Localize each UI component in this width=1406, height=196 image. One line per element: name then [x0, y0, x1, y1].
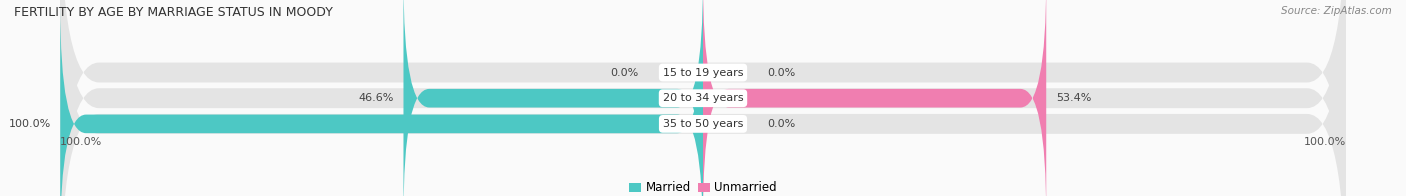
FancyBboxPatch shape	[60, 0, 1346, 196]
Text: 0.0%: 0.0%	[768, 119, 796, 129]
Text: Source: ZipAtlas.com: Source: ZipAtlas.com	[1281, 6, 1392, 16]
FancyBboxPatch shape	[703, 0, 1046, 196]
Text: 100.0%: 100.0%	[1303, 137, 1346, 147]
Text: 35 to 50 years: 35 to 50 years	[662, 119, 744, 129]
FancyBboxPatch shape	[60, 0, 1346, 196]
Text: 53.4%: 53.4%	[1056, 93, 1091, 103]
FancyBboxPatch shape	[60, 0, 1346, 196]
Text: 0.0%: 0.0%	[610, 67, 638, 78]
Legend: Married, Unmarried: Married, Unmarried	[624, 177, 782, 196]
Text: FERTILITY BY AGE BY MARRIAGE STATUS IN MOODY: FERTILITY BY AGE BY MARRIAGE STATUS IN M…	[14, 6, 333, 19]
Text: 15 to 19 years: 15 to 19 years	[662, 67, 744, 78]
Text: 46.6%: 46.6%	[359, 93, 394, 103]
Text: 100.0%: 100.0%	[60, 137, 103, 147]
FancyBboxPatch shape	[60, 5, 703, 196]
Text: 0.0%: 0.0%	[768, 67, 796, 78]
Text: 100.0%: 100.0%	[8, 119, 51, 129]
FancyBboxPatch shape	[404, 0, 703, 196]
Text: 20 to 34 years: 20 to 34 years	[662, 93, 744, 103]
